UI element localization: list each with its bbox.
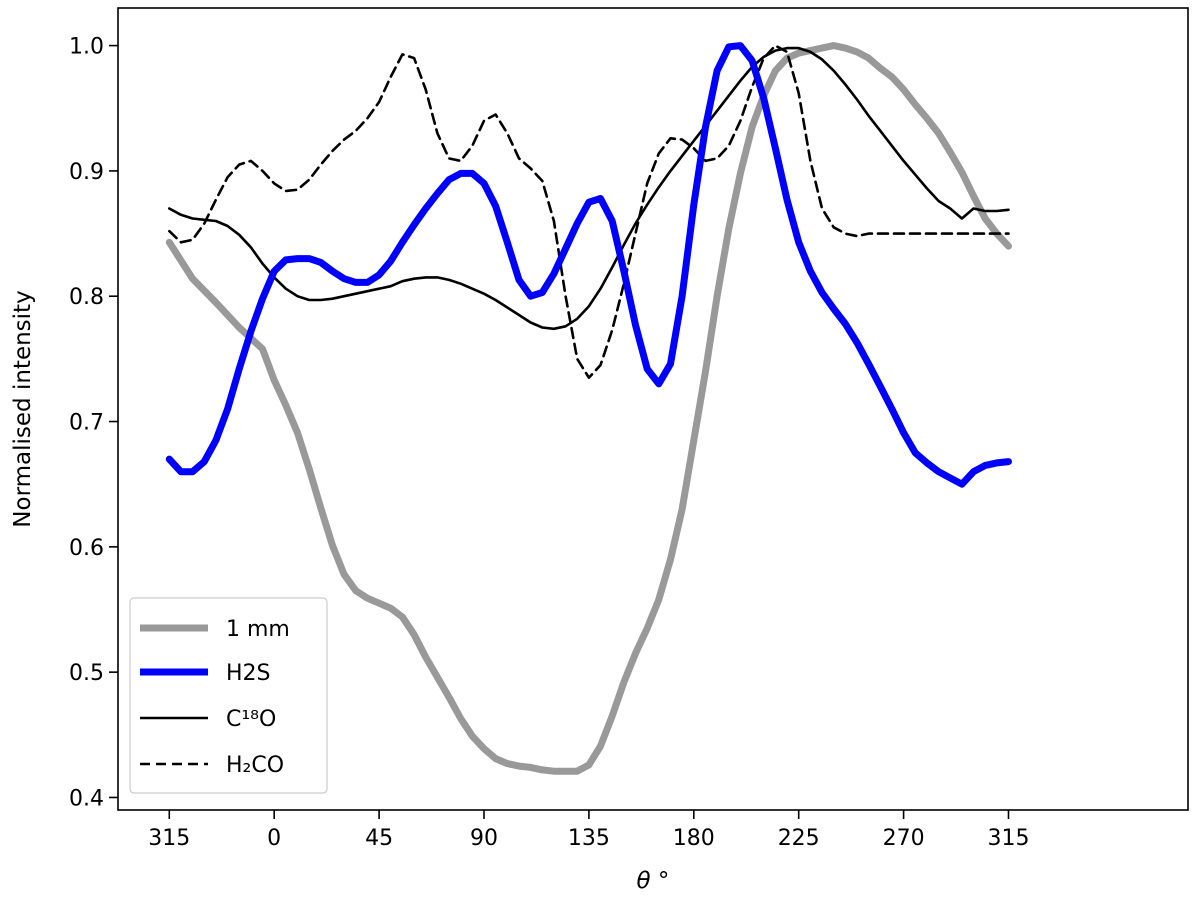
legend-label-c18o: C¹⁸O [226, 707, 276, 732]
x-tick-label: 180 [673, 826, 715, 851]
plot-lines [165, 42, 1012, 775]
x-tick-label: 135 [568, 826, 610, 851]
x-axis-ticks: 315 0 45 90 135 180 225 270 315 [148, 810, 1030, 851]
legend-label-1mm: 1 mm [226, 617, 290, 642]
y-tick-label: 0.4 [69, 786, 104, 811]
y-tick-label: 0.8 [69, 285, 104, 310]
y-tick-label: 0.7 [69, 411, 104, 436]
series-line-mm1 [165, 42, 1012, 775]
legend: 1 mm H2S C¹⁸O H₂CO [129, 597, 328, 794]
y-tick-label: 1.0 [69, 35, 104, 60]
y-tick-label: 0.6 [69, 536, 104, 561]
plot-frame [117, 7, 1189, 811]
x-tick-label: 0 [267, 826, 281, 851]
y-tick-label: 0.9 [69, 160, 104, 185]
series-line-c18o [168, 46, 1010, 331]
x-tick-label: 315 [148, 826, 190, 851]
legend-label-h2co: H₂CO [226, 753, 284, 778]
legend-label-h2s: H2S [226, 661, 271, 686]
legend-box [129, 597, 328, 794]
x-tick-label: 90 [470, 826, 498, 851]
x-tick-label: 315 [988, 826, 1030, 851]
x-tick-label: 225 [778, 826, 820, 851]
y-tick-label: 0.5 [69, 661, 104, 686]
series-line-h2co [168, 44, 1010, 379]
series-line-h2s [165, 42, 1012, 488]
y-axis-label: Normalised intensity [10, 290, 36, 527]
x-tick-label: 45 [365, 826, 393, 851]
x-tick-label: 270 [883, 826, 925, 851]
x-axis-label: θ ° [637, 868, 670, 894]
y-axis-ticks: 0.4 0.5 0.6 0.7 0.8 0.9 1.0 [69, 35, 118, 811]
